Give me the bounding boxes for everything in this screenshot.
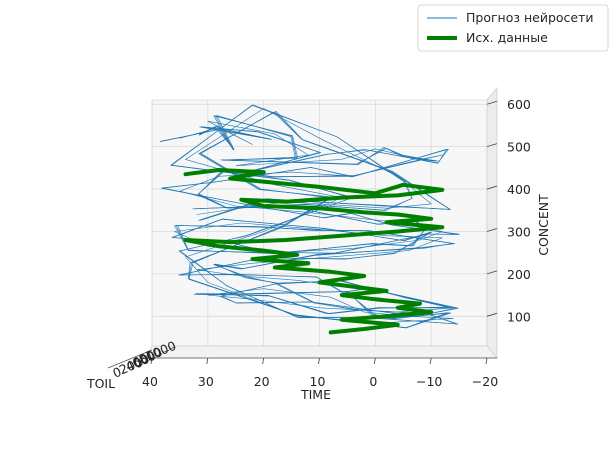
z-tick-label-2: 300: [507, 224, 531, 239]
z-tick-mark-2: [486, 228, 498, 232]
z-axis-label: CONCENT: [536, 194, 551, 256]
legend-frame: [417, 4, 609, 52]
y-tick-label-5: 1000: [143, 338, 178, 364]
x-tick-mark-4: [373, 357, 376, 365]
x-tick-label-6: −20: [472, 374, 498, 389]
legend: Прогноз нейросети Исх. данные: [417, 4, 609, 52]
prediction-line-5: [174, 111, 453, 328]
right-pane: [486, 86, 498, 360]
x-tick-label-5: −10: [416, 374, 442, 389]
legend-label-prediction: Прогноз нейросети: [466, 10, 594, 25]
z-axis: 100 200 300 400 500 600: [486, 97, 531, 324]
y-tick-mark-3: [156, 353, 163, 357]
y-tick-mark-2: [149, 356, 157, 360]
original-line-0: [183, 168, 445, 335]
x-tick-mark-3: [318, 357, 320, 365]
x-tick-label-0: 40: [142, 374, 158, 389]
x-axis-label: TIME: [300, 387, 331, 402]
z-tick-mark-3: [486, 185, 498, 190]
floor-pane: [144, 345, 498, 359]
series-original: [183, 168, 445, 335]
x-tick-mark-1: [206, 357, 209, 365]
y-tick-mark-0: [136, 363, 144, 367]
z-tick-label-3: 400: [507, 182, 531, 197]
y-tick-mark-5: [169, 346, 176, 350]
y-axis-label: TOIL: [86, 376, 115, 391]
x-tick-mark-6: [485, 357, 488, 365]
z-tick-label-1: 200: [507, 267, 531, 282]
y-tick-mark-1: [143, 360, 150, 363]
z-tick-mark-5: [486, 100, 498, 105]
z-tick-mark-4: [486, 143, 498, 148]
y-tick-mark-4: [162, 350, 170, 353]
x-tick-mark-2: [262, 357, 265, 365]
x-tick-label-2: 20: [254, 374, 270, 389]
x-tick-mark-5: [429, 357, 432, 365]
z-tick-mark-1: [486, 270, 498, 275]
x-axis: 40 30 20 10 0 −10 −20: [142, 357, 498, 389]
x-tick-label-1: 30: [198, 374, 214, 389]
x-tick-label-3: 10: [310, 374, 326, 389]
y-axis-line: [107, 349, 153, 369]
z-tick-mark-0: [486, 312, 498, 317]
z-tick-label-0: 100: [507, 309, 531, 324]
z-tick-label-5: 600: [507, 97, 531, 112]
z-tick-label-4: 500: [507, 140, 531, 155]
legend-label-original: Исх. данные: [466, 30, 548, 45]
x-tick-label-4: 0: [369, 374, 377, 389]
